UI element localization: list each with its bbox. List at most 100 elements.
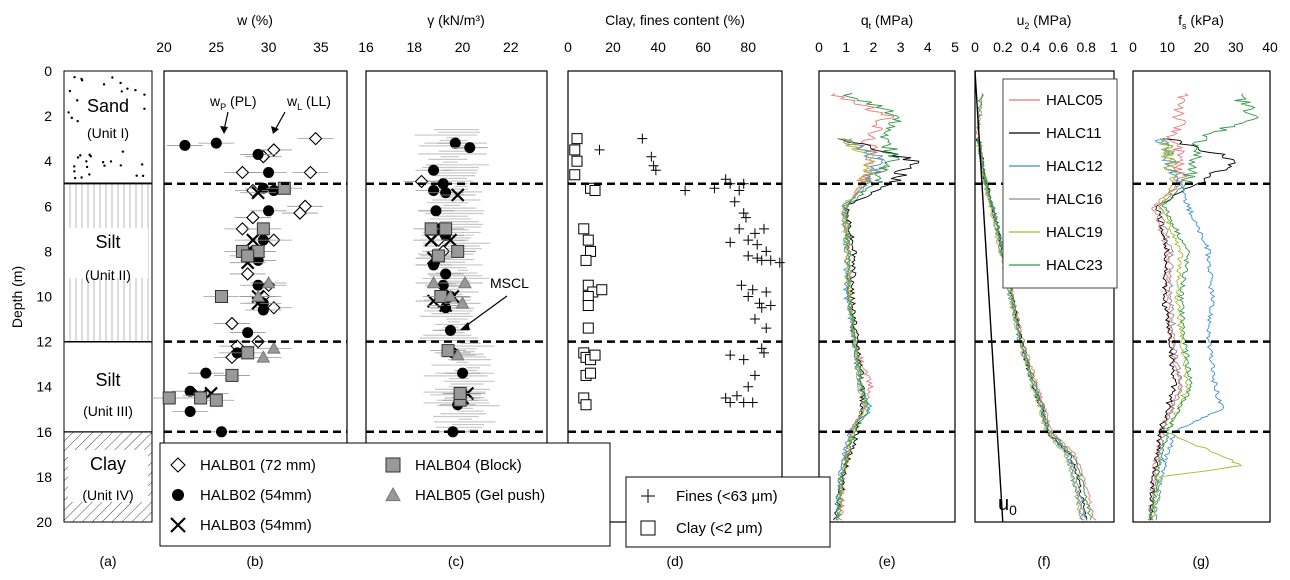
data-point-d-plus bbox=[749, 370, 760, 381]
data-point-b-square bbox=[225, 368, 239, 382]
data-point-d-plus bbox=[743, 381, 754, 392]
data-point-d-open-square bbox=[580, 254, 592, 266]
x-tick-label: 20 bbox=[1194, 39, 1210, 55]
sand-dot bbox=[73, 165, 76, 168]
unit-name: Clay bbox=[90, 454, 126, 474]
cpt-legend-label: HALC11 bbox=[1046, 125, 1102, 142]
data-point-b-cross bbox=[251, 185, 265, 200]
sand-dot bbox=[103, 164, 106, 167]
data-point-d-open-square bbox=[578, 223, 590, 235]
cpt-trace-e-halc11 bbox=[833, 138, 920, 521]
data-point-c-cross bbox=[450, 188, 465, 202]
depth-tick-label: 0 bbox=[44, 63, 52, 79]
data-point-c-diamond bbox=[414, 174, 429, 189]
x-tick-label: 25 bbox=[208, 39, 224, 55]
panel-letters: (a) (b) (c) (d) (e) (f) (g) bbox=[99, 553, 1209, 569]
sand-dot bbox=[109, 160, 113, 163]
x-tick-label: 0.2 bbox=[993, 39, 1013, 55]
sand-dot bbox=[126, 87, 129, 90]
data-point-d-plus bbox=[725, 350, 736, 361]
cpt-trace-e-halc19 bbox=[836, 138, 875, 521]
depth-tick-label: 20 bbox=[36, 514, 52, 530]
data-point-d-plus bbox=[637, 133, 648, 144]
data-point-d-plus bbox=[758, 223, 769, 234]
lab-legend-box bbox=[159, 442, 611, 547]
panel-letter-b: (b) bbox=[246, 553, 263, 569]
x-tick-label: 20 bbox=[455, 39, 471, 55]
data-point-d-open-square bbox=[585, 367, 597, 379]
sand-dot bbox=[80, 176, 83, 179]
mscl-density-band bbox=[414, 129, 500, 431]
data-point-d-plus bbox=[761, 286, 772, 297]
sand-dot bbox=[134, 88, 137, 92]
sand-dot bbox=[143, 93, 146, 96]
panel-f-frame bbox=[974, 70, 1115, 523]
cpt-legend-label: HALC05 bbox=[1046, 92, 1103, 109]
data-point-d-open-square bbox=[571, 133, 583, 145]
mscl-annotation: MSCL bbox=[490, 275, 529, 291]
sand-dot bbox=[76, 156, 80, 159]
data-point-d-plus bbox=[761, 246, 772, 257]
x-tick-label: 4 bbox=[924, 39, 932, 55]
data-point-b-circle bbox=[210, 137, 222, 149]
x-tick-label: 3 bbox=[897, 39, 905, 55]
depth-axis-label: Depth (m) bbox=[9, 266, 25, 328]
data-point-d-plus bbox=[734, 223, 745, 234]
data-point-b-triangle bbox=[251, 289, 265, 302]
data-point-d-open-square bbox=[582, 291, 594, 302]
grain-legend-label: Clay (<2 μm) bbox=[676, 520, 763, 537]
u0-annotation: u0 bbox=[998, 493, 1017, 518]
data-point-c-circle bbox=[440, 302, 452, 314]
cpt-trace-g-halc23 bbox=[1148, 93, 1259, 521]
data-point-b-triangle bbox=[266, 341, 281, 354]
x-tick-label: 60 bbox=[695, 39, 711, 55]
data-point-b-cross bbox=[246, 233, 260, 247]
cpt-trace-g-halc12 bbox=[1152, 138, 1224, 521]
depth-tick-label: 18 bbox=[36, 469, 52, 485]
x-tick-label: 0 bbox=[971, 39, 979, 55]
cpt-trace-g-halc11 bbox=[1148, 138, 1236, 521]
data-point-d-plus bbox=[774, 257, 785, 268]
data-point-b-diamond bbox=[267, 143, 281, 157]
x-tick-label: 10 bbox=[1159, 39, 1175, 55]
x-tick-label: 1 bbox=[1110, 39, 1118, 55]
data-point-d-plus bbox=[729, 196, 740, 207]
data-point-c-circle bbox=[428, 164, 440, 176]
grain-legend-label: Fines (<63 μm) bbox=[676, 488, 778, 505]
cpt-trace-g-halc19 bbox=[1151, 138, 1243, 521]
panel-c-title: γ (kN/m³) bbox=[427, 12, 485, 28]
x-tick-label: 0.4 bbox=[1021, 39, 1041, 55]
panel-b-title: w (%) bbox=[236, 12, 273, 28]
data-point-d-plus bbox=[648, 160, 659, 171]
unit-subtitle: (Unit III) bbox=[83, 403, 133, 419]
data-point-b-circle bbox=[184, 385, 196, 397]
data-point-d-open-square bbox=[589, 349, 601, 361]
cpt-legend-label: HALC12 bbox=[1046, 158, 1103, 175]
data-point-c-circle bbox=[430, 205, 442, 217]
data-point-d-plus bbox=[749, 228, 760, 239]
data-point-c-cross bbox=[443, 233, 458, 247]
sand-dot bbox=[143, 107, 146, 110]
x-tick-label: 40 bbox=[650, 39, 666, 55]
x-tick-label: 0.6 bbox=[1049, 39, 1069, 55]
data-point-d-plus bbox=[650, 165, 661, 176]
data-point-b-circle bbox=[184, 406, 196, 418]
data-point-c-circle bbox=[437, 178, 449, 190]
data-point-d-plus bbox=[749, 314, 760, 325]
data-point-c-circle bbox=[444, 324, 456, 336]
data-point-b-diamond bbox=[308, 131, 323, 146]
depth-tick-label: 14 bbox=[36, 379, 52, 395]
grain-size-legend: Fines (<63 μm) Clay (<2 μm) bbox=[625, 476, 831, 548]
cpt-trace-e-halc23 bbox=[834, 93, 902, 521]
legend-label: HALB03 (54mm) bbox=[200, 517, 312, 534]
x-tick-label: 22 bbox=[503, 39, 519, 55]
data-point-b-square bbox=[215, 290, 229, 303]
cpt-legend-label: HALC23 bbox=[1046, 257, 1103, 274]
depth-tick-labels: 0 2 4 6 8 10 12 14 16 18 20 bbox=[36, 63, 52, 530]
data-point-d-plus bbox=[731, 390, 742, 401]
data-point-b-diamond bbox=[303, 165, 318, 180]
wp-arrowhead bbox=[220, 126, 228, 134]
data-point-d-open-square bbox=[571, 155, 583, 167]
data-point-b-square bbox=[209, 393, 223, 407]
data-point-c-cross bbox=[424, 233, 438, 247]
